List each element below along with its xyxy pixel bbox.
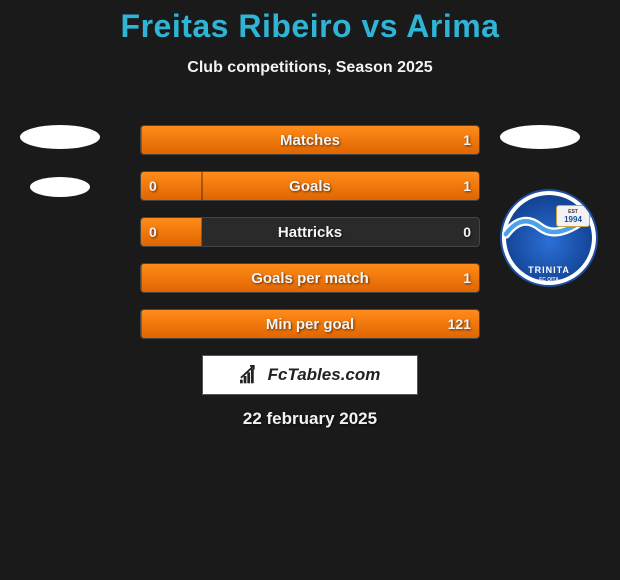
date-text: 22 february 2025 xyxy=(0,409,620,429)
club-badge: EST 1994 TRINITA FC OITA xyxy=(500,189,598,287)
avatar-placeholder-icon xyxy=(500,125,580,149)
page-title: Freitas Ribeiro vs Arima xyxy=(0,8,620,45)
bar-row: Goals0 1 xyxy=(140,171,480,201)
badge-subname: FC OITA xyxy=(502,277,596,283)
bar-label: Matches xyxy=(141,126,479,154)
bar-value-left: 0 xyxy=(149,172,157,200)
bar-row: Goals per match1 xyxy=(140,263,480,293)
bar-value-left: 0 xyxy=(149,218,157,246)
badge-est-tab: EST 1994 xyxy=(556,205,590,227)
comparison-bars: Matches1Goals01Hattricks00Goals per matc… xyxy=(140,125,480,339)
branding-box: FcTables.com xyxy=(202,355,418,395)
bar-value-right: 1 xyxy=(463,172,471,200)
avatar-placeholder-icon xyxy=(30,177,90,197)
bar-value-right: 1 xyxy=(463,264,471,292)
bar-row: Hattricks0 0 xyxy=(140,217,480,247)
bar-value-right: 1 xyxy=(463,126,471,154)
bar-row: Matches1 xyxy=(140,125,480,155)
player-right-avatars: EST 1994 TRINITA FC OITA xyxy=(500,125,600,287)
bar-label: Goals per match xyxy=(141,264,479,292)
avatar-placeholder-icon xyxy=(20,125,100,149)
comparison-infographic: Freitas Ribeiro vs Arima Club competitio… xyxy=(0,0,620,429)
branding-text: FcTables.com xyxy=(268,365,381,385)
player-left-avatars xyxy=(20,125,100,225)
badge-name: TRINITA xyxy=(502,265,596,275)
bar-label: Hattricks xyxy=(141,218,479,246)
subtitle: Club competitions, Season 2025 xyxy=(0,59,620,77)
badge-est-year: 1994 xyxy=(564,215,582,224)
chart-area: EST 1994 TRINITA FC OITA Matches1Goals01… xyxy=(0,125,620,339)
bar-value-right: 121 xyxy=(448,310,471,338)
bars-chart-icon xyxy=(240,365,262,385)
bar-label: Min per goal xyxy=(141,310,479,338)
bar-row: Min per goal121 xyxy=(140,309,480,339)
bar-value-right: 0 xyxy=(463,218,471,246)
bar-label: Goals xyxy=(141,172,479,200)
